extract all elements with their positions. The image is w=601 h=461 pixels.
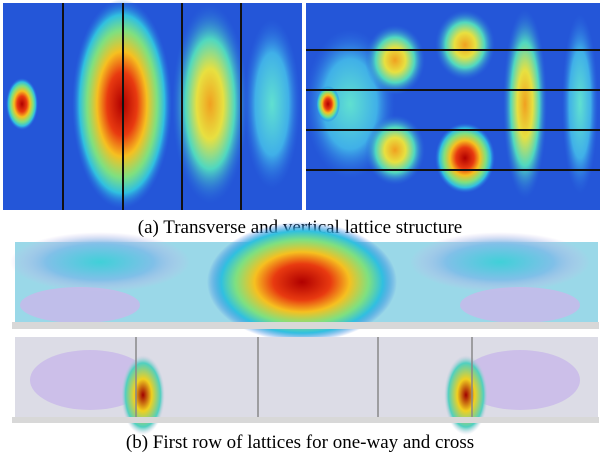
caption-b: (b) First row of lattices for one-way an… <box>126 432 474 453</box>
base-plate <box>12 322 599 329</box>
panel-vertical <box>305 3 600 210</box>
field-spot <box>562 14 598 194</box>
base-plate <box>12 417 599 423</box>
panel-one-way <box>10 222 599 342</box>
field-spot <box>435 123 495 193</box>
field-spot <box>20 287 140 323</box>
panel-transverse <box>3 0 302 210</box>
figure: (a) Transverse and vertical lattice stru… <box>0 0 601 461</box>
field-spot <box>6 78 38 130</box>
field-spot <box>460 287 580 323</box>
field-spot <box>365 115 425 185</box>
page: {"captions": {"a": "(a) Transverse and v… <box>0 0 601 461</box>
field-spot <box>435 10 495 80</box>
field-spot <box>10 232 190 292</box>
field-spot <box>316 86 340 122</box>
field-spot <box>172 4 248 204</box>
panel-cross <box>12 337 599 435</box>
field-spot <box>244 19 300 189</box>
field-spot <box>365 25 425 95</box>
field-spot <box>410 232 590 292</box>
